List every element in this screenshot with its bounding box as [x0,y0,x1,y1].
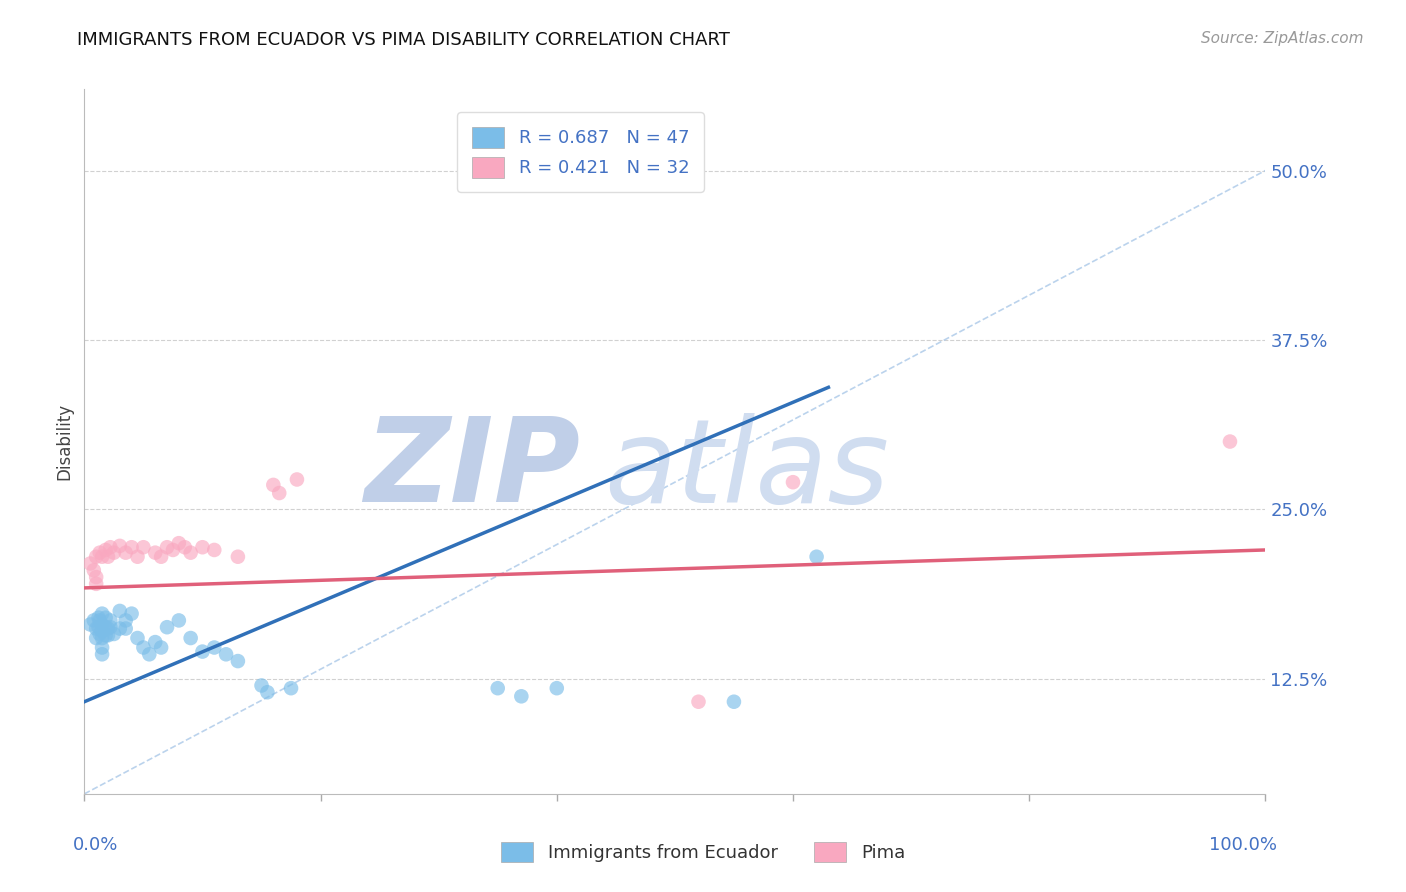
Point [84,549,107,564]
Point [83,614,105,628]
Text: ZIP: ZIP [364,412,581,527]
Point [98,614,121,628]
Point [202,640,225,655]
Point [150,549,173,564]
Point [83,563,105,577]
Point [84,631,107,645]
Point [84,577,107,591]
Point [191,541,214,555]
Point [94,628,117,642]
Point [280,681,302,696]
Point [132,640,155,655]
Point [127,549,149,564]
Point [143,546,166,560]
Point [94,610,117,624]
Point [688,695,710,709]
Point [121,607,143,621]
Point [1219,434,1241,449]
Point [84,570,107,584]
Point [91,631,114,645]
Point [98,620,121,634]
Point [89,546,111,560]
Point [510,690,533,704]
Point [162,543,184,558]
Point [103,546,125,560]
Point [121,541,143,555]
Point [806,549,828,564]
Point [103,627,125,641]
Point [89,627,111,641]
Point [91,648,114,662]
Point [94,620,117,634]
Point [114,622,136,636]
Point [91,617,114,632]
Point [108,539,131,553]
Point [91,640,114,655]
Point [84,622,107,636]
Legend: Immigrants from Ecuador, Pima: Immigrants from Ecuador, Pima [494,834,912,870]
Point [91,607,114,621]
Point [167,614,190,628]
Point [108,622,131,636]
Point [156,620,179,634]
Point [180,631,202,645]
Point [114,614,136,628]
Text: Source: ZipAtlas.com: Source: ZipAtlas.com [1201,31,1364,46]
Point [91,549,114,564]
Point [250,678,273,692]
Text: 0.0%: 0.0% [73,836,118,855]
Point [180,546,202,560]
Point [269,486,291,500]
Point [143,635,166,649]
Point [226,654,249,668]
Point [191,644,214,658]
Point [173,541,195,555]
Point [226,549,249,564]
Point [132,541,155,555]
Point [262,478,284,492]
Point [97,628,120,642]
Point [215,648,238,662]
Text: 100.0%: 100.0% [1209,836,1277,855]
Point [87,620,110,634]
Point [98,541,121,555]
Point [486,681,509,696]
Point [97,549,120,564]
Point [79,557,101,571]
Point [138,648,160,662]
Point [723,695,745,709]
Point [150,640,173,655]
Point [91,624,114,639]
Point [127,631,149,645]
Point [202,543,225,558]
Point [108,604,131,618]
Point [782,475,804,490]
Point [89,614,111,628]
Y-axis label: Disability: Disability [55,403,73,480]
Point [97,622,120,636]
Point [79,617,101,632]
Legend: R = 0.687   N = 47, R = 0.421   N = 32: R = 0.687 N = 47, R = 0.421 N = 32 [457,112,703,192]
Point [546,681,568,696]
Point [167,536,190,550]
Point [87,610,110,624]
Point [114,546,136,560]
Point [285,473,308,487]
Point [94,543,117,558]
Text: atlas: atlas [605,413,889,527]
Text: IMMIGRANTS FROM ECUADOR VS PIMA DISABILITY CORRELATION CHART: IMMIGRANTS FROM ECUADOR VS PIMA DISABILI… [77,31,730,49]
Point [256,685,278,699]
Point [156,541,179,555]
